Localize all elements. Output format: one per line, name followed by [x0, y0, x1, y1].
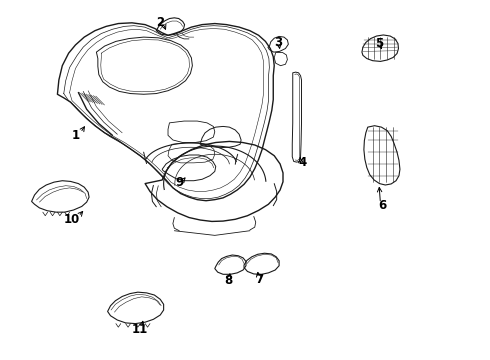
Text: 2: 2: [156, 15, 164, 28]
Text: 8: 8: [224, 274, 232, 287]
Text: 4: 4: [298, 156, 307, 169]
Text: 9: 9: [175, 176, 183, 189]
Text: 5: 5: [375, 37, 383, 50]
Text: 1: 1: [72, 129, 79, 142]
Text: 10: 10: [64, 213, 80, 226]
Text: 11: 11: [132, 323, 148, 336]
Text: 6: 6: [378, 199, 387, 212]
Text: 3: 3: [274, 36, 282, 49]
Text: 7: 7: [256, 273, 264, 286]
